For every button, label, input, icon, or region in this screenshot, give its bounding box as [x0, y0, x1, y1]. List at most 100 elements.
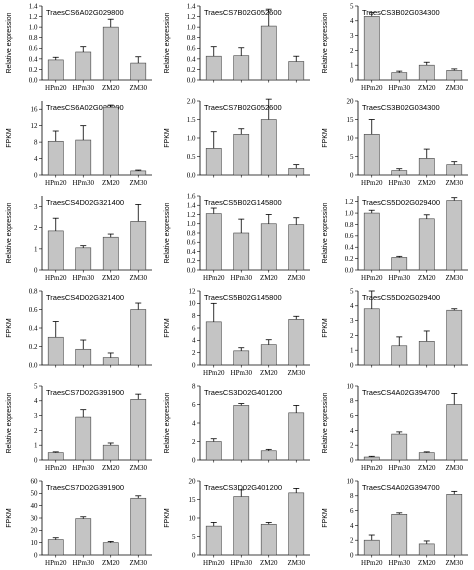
bar — [260, 523, 277, 556]
y-axis-label: Relative expression — [164, 12, 171, 73]
bar-chart-svg: 0 2 4 6 8 Relative expression TraesCS3D02G4012… — [164, 382, 310, 464]
y-tick-label: 4 — [350, 17, 354, 25]
chart-panel: 0 1 2 3 Relative expression TraesCS4D02G32140… — [0, 190, 158, 285]
gene-title: TraesCS7B02G052600 — [204, 103, 282, 112]
x-tick-label: ZM30 — [446, 559, 464, 567]
y-tick-label: 8 — [34, 139, 38, 147]
x-tick-label: HPm30 — [73, 559, 95, 567]
gene-title: TraesCS7B02G052600 — [204, 8, 282, 17]
y-tick-label: 10 — [347, 134, 355, 142]
y-tick-label: 0.0 — [187, 266, 196, 274]
chart-panel: 0.0 0.2 0.4 0.6 0.8 1.0 1.2 1.4 1.6 Relative expr… — [158, 190, 316, 285]
y-axis-label: Relative expression — [6, 12, 13, 73]
bar — [75, 51, 92, 81]
bar — [102, 236, 119, 271]
y-axis-label: FPKM — [322, 128, 329, 148]
y-tick-label: 0 — [192, 456, 196, 464]
bar — [446, 494, 463, 556]
gene-title: TraesCS4A02G394700 — [362, 388, 440, 397]
x-tick-label: ZM30 — [446, 274, 464, 282]
x-tick-label: HPm30 — [231, 559, 253, 567]
y-tick-label: 4 — [350, 522, 354, 530]
bar — [47, 539, 64, 556]
bar — [47, 59, 64, 81]
bar-chart-svg: 0 2 4 6 8 10 Relative expression TraesCS4A02G39… — [322, 382, 468, 472]
y-tick-label: 0 — [350, 76, 354, 84]
y-tick-label: 0.2 — [345, 255, 354, 263]
bar — [260, 119, 277, 176]
bar — [233, 350, 250, 366]
bar — [233, 496, 250, 556]
y-tick-label: 1.0 — [187, 134, 196, 142]
bar-chart-svg: 0 2 4 6 8 10 12 FPKM TraesCS5B02G145800 HPm20 HPm3… — [164, 287, 310, 377]
x-tick-label: ZM20 — [418, 274, 436, 282]
x-tick-label: HPm20 — [361, 84, 383, 92]
gene-title: TraesCS7D02G391900 — [46, 483, 124, 492]
bar — [75, 518, 92, 556]
chart-panel: 0 2 4 6 8 10 FPKM TraesCS4A02G394700 HPm20 HPm30 Z… — [316, 475, 474, 570]
bar — [233, 232, 250, 271]
x-tick-label: HPm20 — [361, 179, 383, 187]
gene-title: TraesCS4D02G321400 — [46, 198, 124, 207]
y-axis-label: Relative expression — [6, 202, 13, 263]
y-axis-label: Relative expression — [322, 392, 329, 453]
bar — [47, 452, 64, 461]
bar — [391, 170, 408, 176]
x-tick-label: ZM20 — [102, 464, 120, 472]
bar-chart-svg: 0 1 2 3 4 5 Relative expression TraesCS3B02G034… — [322, 2, 468, 92]
y-tick-label: 30 — [31, 514, 39, 522]
y-tick-label: 1.0 — [29, 24, 38, 32]
y-tick-label: 0.0 — [345, 266, 354, 274]
x-tick-label: ZM30 — [130, 274, 148, 282]
x-tick-label: HPm30 — [389, 84, 411, 92]
bar-chart-svg: 0 1 2 3 Relative expression TraesCS4D02G32140… — [6, 196, 152, 282]
gene-title: TraesCS3B02G034300 — [362, 103, 440, 112]
y-tick-label: 0.0 — [29, 361, 38, 369]
y-tick-label: 1.2 — [187, 13, 196, 21]
bar — [102, 357, 119, 366]
gene-title: TraesCS4A02G394700 — [362, 483, 440, 492]
bar — [260, 223, 277, 271]
y-tick-label: 10 — [31, 539, 39, 547]
y-tick-label: 8 — [350, 492, 354, 500]
y-tick-label: 10 — [347, 477, 355, 485]
y-tick-label: 0.6 — [187, 45, 196, 53]
bar-chart-svg: 0.0 0.2 0.4 0.6 0.8 FPKM TraesCS4D02G321400 — [6, 287, 152, 369]
y-tick-label: 1.2 — [345, 198, 354, 206]
bar-chart-svg: 0.00.20.40.6 0.81.01.21.4 1.6 Relative expr… — [164, 192, 310, 282]
bar-chart-svg: 0 1 2 3 4 5 Relative expression TraesCS7D02G391… — [6, 382, 152, 472]
y-axis-label: Relative expression — [164, 202, 171, 263]
y-tick-label: 0.4 — [345, 244, 354, 252]
gene-title: TraesCS7D02G391900 — [46, 388, 124, 397]
y-axis-label: Relative expression — [322, 202, 329, 263]
gene-title: TraesCS4D02G321400 — [46, 293, 124, 302]
bar — [363, 539, 380, 556]
x-tick-label: ZM20 — [418, 84, 436, 92]
y-tick-label: 0.6 — [187, 239, 196, 247]
y-tick-label: 10 — [347, 382, 355, 390]
x-tick-label: HPm30 — [73, 84, 95, 92]
x-tick-label: ZM30 — [130, 179, 148, 187]
bar — [102, 542, 119, 556]
y-tick-label: 1.0 — [187, 220, 196, 228]
y-axis-label: Relative expression — [6, 392, 13, 453]
gene-title: TraesCS5D02G029400 — [362, 198, 440, 207]
y-tick-label: 0.2 — [29, 66, 38, 74]
bar — [205, 321, 222, 366]
bar — [260, 25, 277, 81]
y-tick-label: 4 — [350, 427, 354, 435]
x-tick-label: ZM30 — [130, 464, 148, 472]
y-tick-label: 1 — [34, 442, 38, 450]
x-tick-label: HPm30 — [73, 179, 95, 187]
x-tick-label: ZM30 — [288, 274, 306, 282]
bar — [205, 148, 222, 176]
bar-chart-svg: 0 2 4 6 8 10 FPKM TraesCS4A02G394700 HPm20 HPm30 Z… — [322, 477, 468, 567]
bar — [446, 404, 463, 461]
bar — [130, 221, 147, 271]
y-tick-label: 5 — [350, 153, 354, 161]
bar — [418, 341, 435, 366]
y-tick-label: 10 — [189, 514, 197, 522]
bar — [205, 525, 222, 556]
y-axis-label: FPKM — [6, 128, 13, 148]
